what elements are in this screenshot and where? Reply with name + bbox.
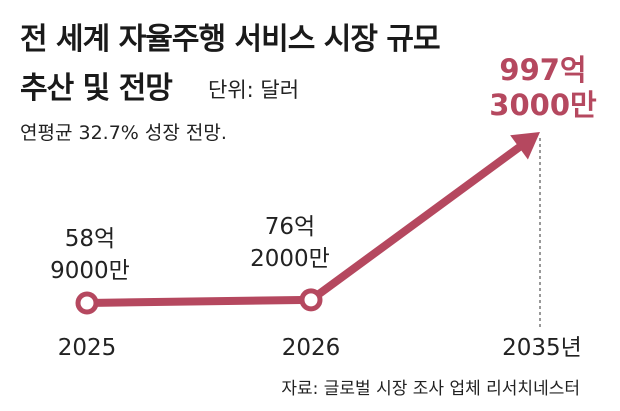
data-label: 3000만 (489, 88, 597, 122)
data-label: 9000만 (50, 258, 130, 284)
chart-title-line2: 추산 및 전망 (20, 71, 173, 106)
x-tick-label: 2025 (58, 335, 117, 361)
source-note: 자료: 글로벌 시장 조사 업체 리서치네스터 (281, 379, 580, 399)
x-tick-label: 2026 (282, 335, 341, 361)
arrow-head (510, 132, 540, 160)
data-point-marker (75, 291, 99, 315)
chart-title-line1: 전 세계 자율주행 서비스 시장 규모 (20, 22, 441, 57)
chart-subtitle: 연평균 32.7% 성장 전망. (20, 122, 227, 144)
data-label: 997억 (499, 53, 586, 87)
data-point-marker (299, 288, 323, 312)
data-label: 2000만 (250, 246, 330, 272)
unit-label: 단위: 달러 (208, 78, 300, 102)
data-label: 58억 (65, 226, 115, 252)
data-label: 76억 (265, 214, 315, 240)
x-tick-label: 2035년 (502, 335, 582, 361)
